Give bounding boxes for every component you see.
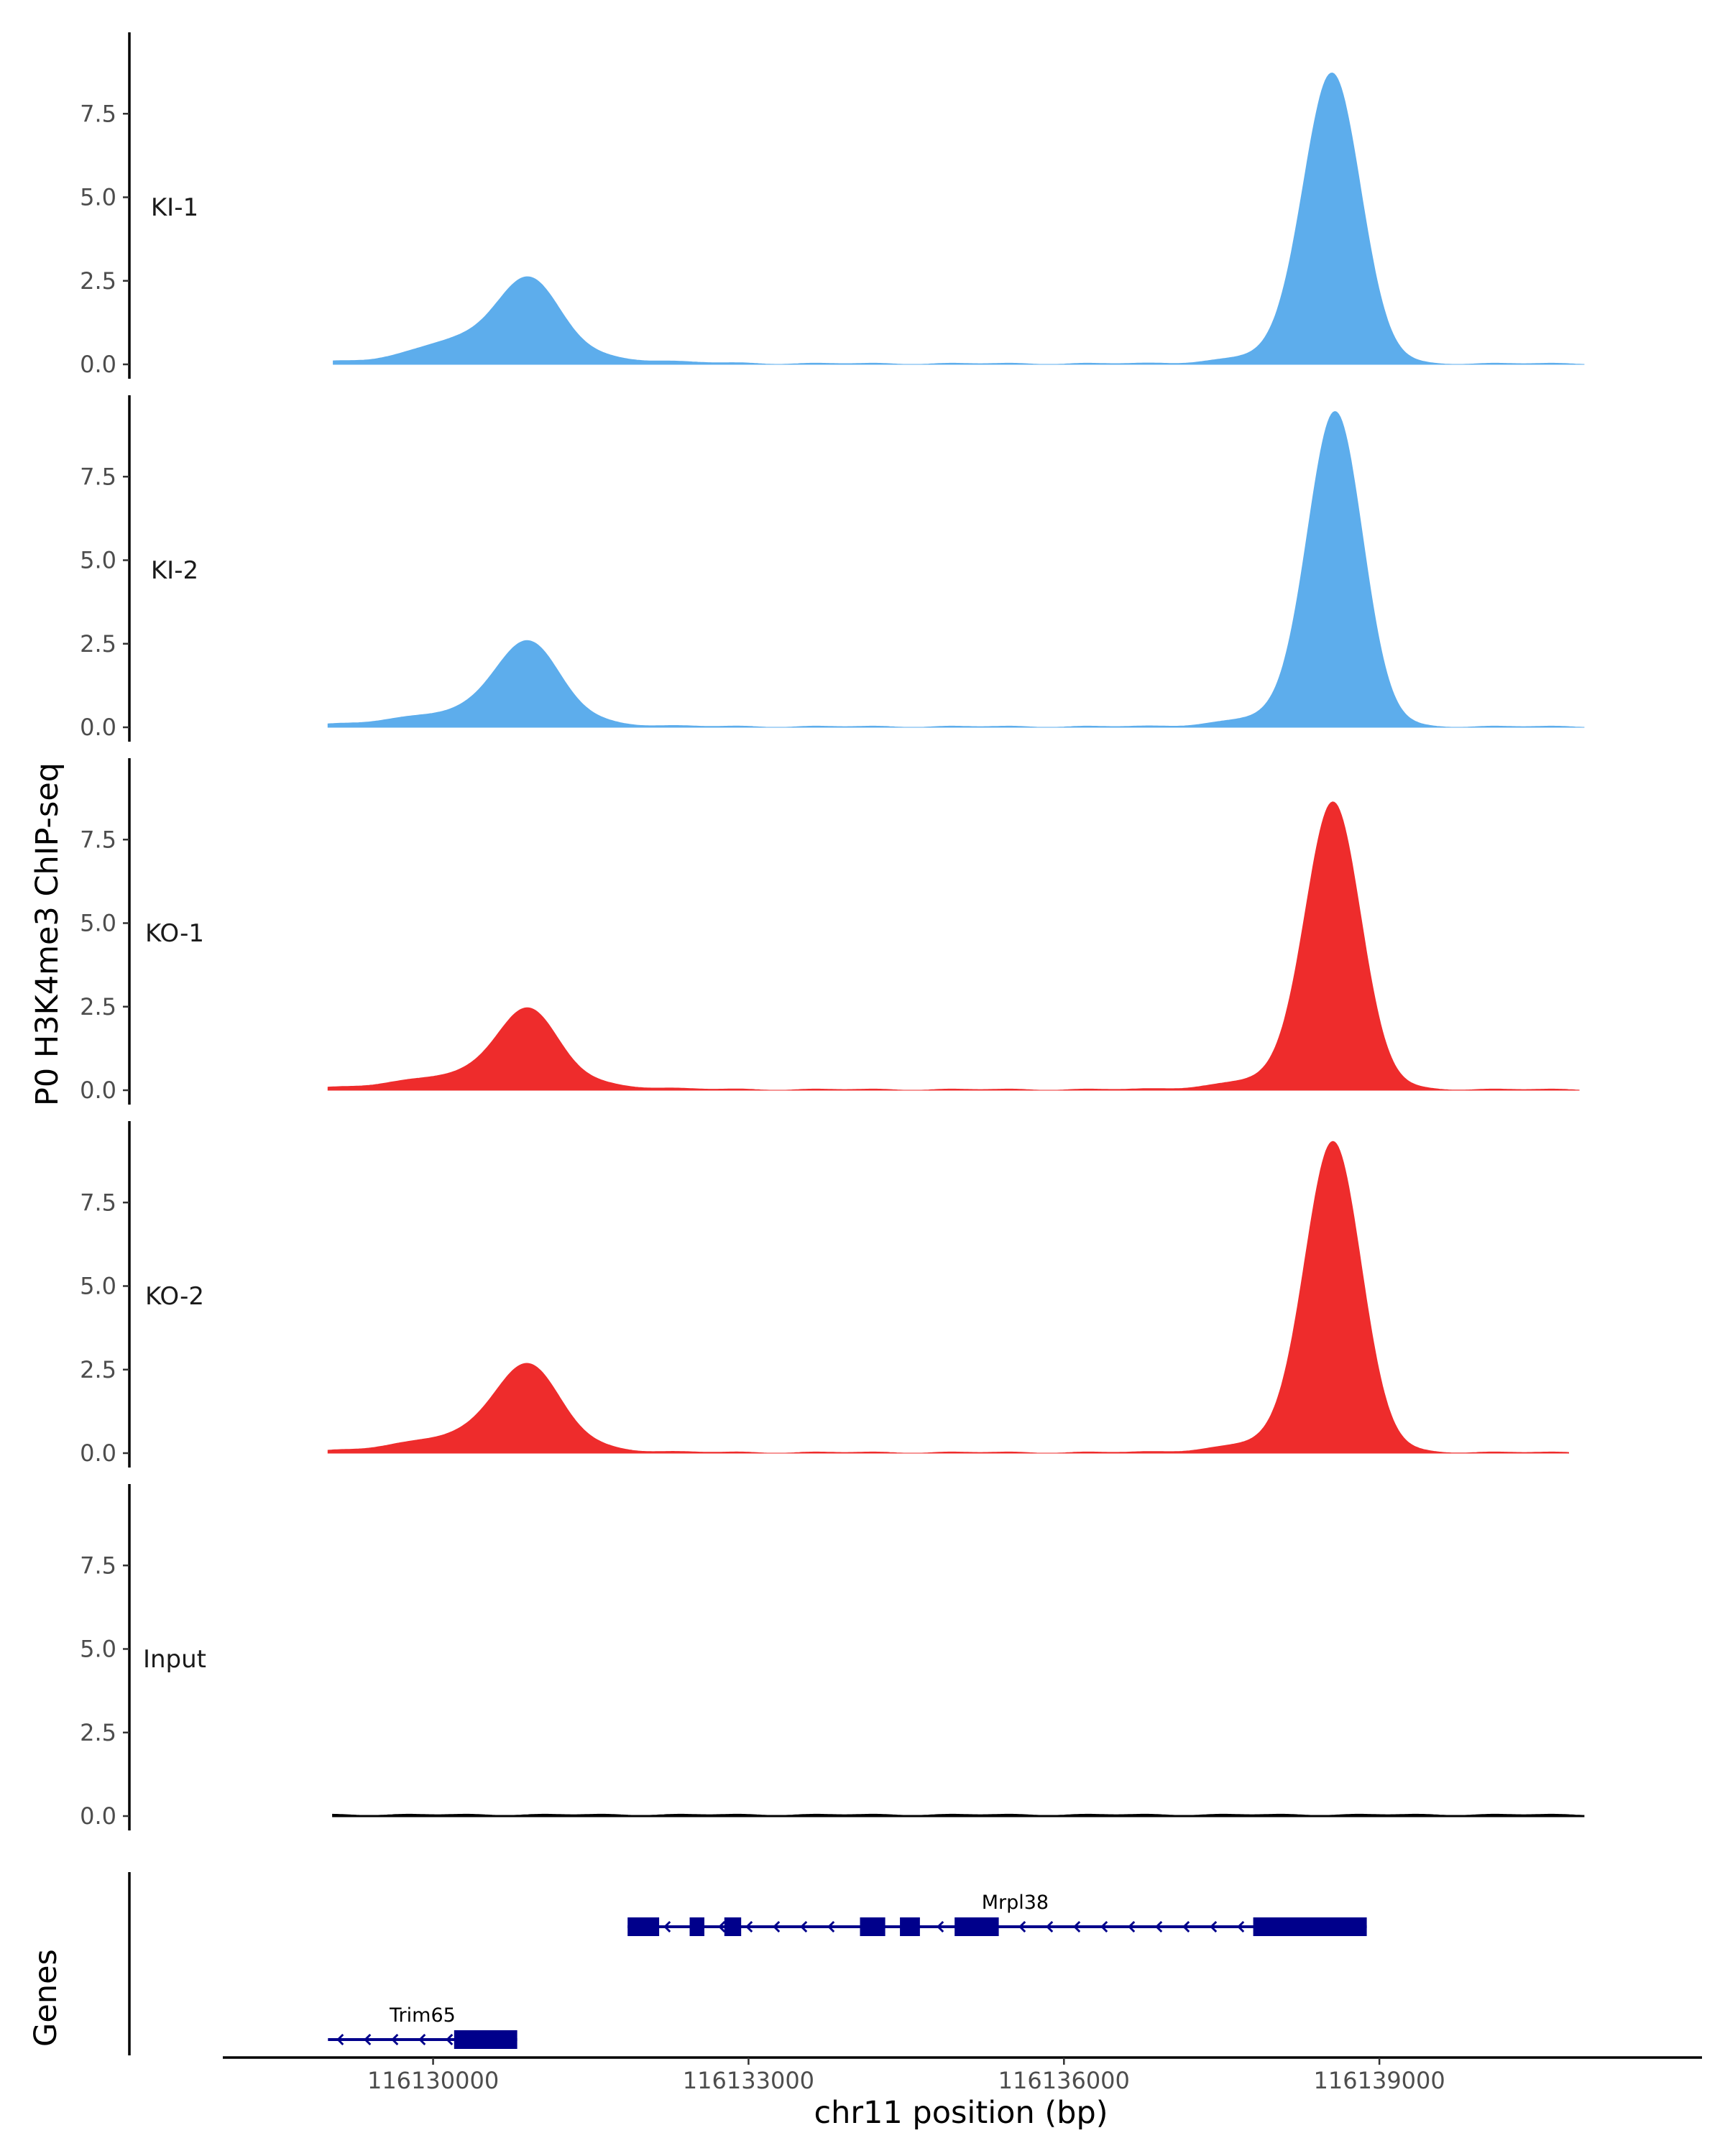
strand-arrow — [663, 1920, 671, 1933]
track-label: KI-2 — [151, 556, 198, 585]
x-axis: 116130000 116133000 116136000 116139000 — [223, 2056, 1702, 2094]
y-tick-label: 2.5 — [80, 630, 116, 658]
y-tick-label: 7.5 — [80, 1189, 116, 1216]
strand-arrow — [336, 2033, 344, 2046]
signal-area — [327, 410, 1585, 728]
x-tick-label: 116130000 — [367, 2067, 499, 2094]
y-tick-label: 7.5 — [80, 463, 116, 490]
strand-arrow — [718, 1920, 726, 1933]
strand-arrow — [827, 1920, 835, 1933]
exon — [1253, 1917, 1367, 1936]
strand-arrow — [1182, 1920, 1190, 1933]
y-tick-label: 2.5 — [80, 993, 116, 1021]
x-tick-label: 116136000 — [998, 2067, 1130, 2094]
signal-area — [327, 801, 1580, 1091]
strand-arrow — [446, 2033, 454, 2046]
y-tick-label: 5.0 — [80, 547, 116, 574]
strand-arrow — [937, 1920, 944, 1933]
track-ko-2: 0.0 2.5 5.0 7.5 KO-2 — [80, 1121, 1569, 1468]
y-tick-label: 2.5 — [80, 267, 116, 295]
strand-arrow — [418, 2033, 426, 2046]
strand-arrow — [1237, 1920, 1245, 1933]
strand-arrow — [1210, 1920, 1218, 1933]
track-ko-1: 0.0 2.5 5.0 7.5 KO-1 — [80, 758, 1580, 1105]
y-axis-title: P0 H3K4me3 ChIP-seq — [29, 763, 65, 1106]
exon — [900, 1917, 920, 1936]
strand-arrow — [1128, 1920, 1136, 1933]
genes-axis-title: Genes — [28, 1949, 64, 2047]
signal-area — [332, 1813, 1585, 1818]
x-axis-title: chr11 position (bp) — [814, 2095, 1108, 2131]
y-tick-label: 5.0 — [80, 910, 116, 937]
track-ki-2: 0.0 2.5 5.0 7.5 KI-2 — [80, 395, 1585, 742]
exon — [627, 1917, 660, 1936]
gene-annotation-panel: Trim65 Mrpl38 — [128, 1872, 1367, 2055]
y-tick-label: 0.0 — [80, 351, 116, 378]
x-tick-label: 116133000 — [683, 2067, 814, 2094]
strand-arrow — [773, 1920, 781, 1933]
exon — [689, 1917, 704, 1936]
strand-arrow — [800, 1920, 808, 1933]
strand-arrow — [745, 1920, 753, 1933]
strand-arrow — [1155, 1920, 1163, 1933]
track-label: KI-1 — [151, 193, 198, 222]
strand-arrow — [1018, 1920, 1026, 1933]
gene-trim65: Trim65 — [328, 2004, 518, 2049]
y-tick-label: 0.0 — [80, 1077, 116, 1104]
strand-arrow — [364, 2033, 372, 2046]
y-tick-label: 5.0 — [80, 1636, 116, 1663]
track-label: KO-2 — [145, 1282, 204, 1311]
strand-arrow — [391, 2033, 399, 2046]
strand-arrow — [1100, 1920, 1108, 1933]
track-label: Input — [143, 1645, 206, 1674]
gene-label: Trim65 — [389, 2004, 456, 2027]
exon — [860, 1917, 886, 1936]
y-tick-label: 5.0 — [80, 184, 116, 211]
y-tick-label: 2.5 — [80, 1719, 116, 1746]
track-input: 0.0 2.5 5.0 7.5 Input — [80, 1484, 1585, 1830]
exon — [724, 1917, 742, 1936]
gene-label: Mrpl38 — [982, 1892, 1049, 1914]
gene-mrpl38: Mrpl38 — [627, 1892, 1367, 1936]
strand-arrow — [1073, 1920, 1081, 1933]
track-label: KO-1 — [145, 919, 204, 948]
exon — [454, 2030, 518, 2049]
signal-area — [333, 72, 1585, 365]
y-tick-label: 0.0 — [80, 1802, 116, 1830]
y-tick-label: 7.5 — [80, 826, 116, 853]
exon — [954, 1917, 999, 1936]
y-tick-label: 5.0 — [80, 1273, 116, 1300]
y-tick-label: 7.5 — [80, 1552, 116, 1579]
signal-tracks: 0.0 2.5 5.0 7.5 KI-1 0.0 2.5 5.0 7.5 KI-2 0.0 2.5 5.… — [80, 32, 1585, 1830]
signal-area — [327, 1141, 1569, 1454]
y-tick-label: 0.0 — [80, 1439, 116, 1467]
y-tick-label: 7.5 — [80, 100, 116, 127]
y-tick-label: 2.5 — [80, 1356, 116, 1383]
y-tick-label: 0.0 — [80, 714, 116, 741]
strand-arrow — [1046, 1920, 1054, 1933]
x-tick-label: 116139000 — [1314, 2067, 1445, 2094]
track-ki-1: 0.0 2.5 5.0 7.5 KI-1 — [80, 32, 1585, 379]
